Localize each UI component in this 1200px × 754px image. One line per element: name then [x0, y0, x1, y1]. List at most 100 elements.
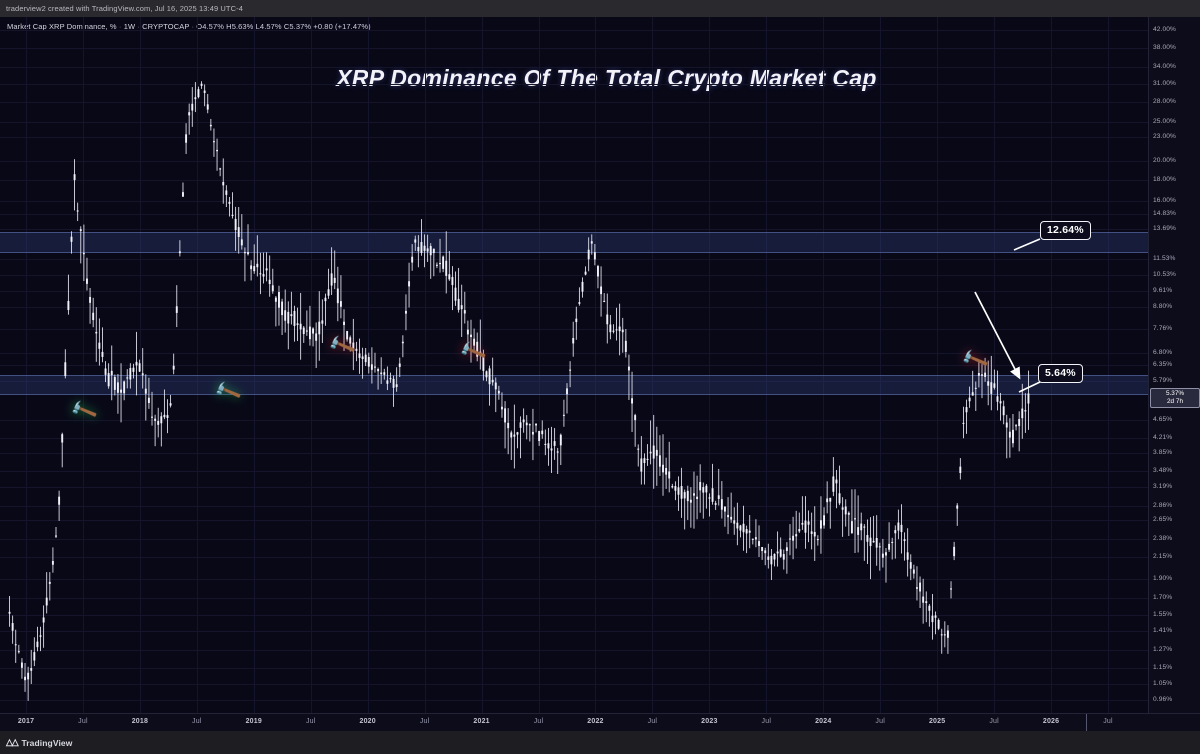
vertical-gridline: [709, 17, 710, 713]
resistance-label-upper[interactable]: 12.64%: [1040, 221, 1091, 240]
price-tick: 1.15%: [1153, 663, 1173, 671]
vertical-gridline: [823, 17, 824, 713]
horizontal-gridline: [0, 381, 1148, 382]
tradingview-mark-icon: △△: [6, 737, 19, 747]
price-tick: 42.00%: [1153, 26, 1176, 33]
price-tick: 2.38%: [1153, 534, 1173, 542]
time-tick[interactable]: 2022: [587, 718, 604, 725]
horizontal-gridline: [0, 650, 1148, 651]
time-scale[interactable]: 2017 Jul 2018 Jul 2019 Jul 2020 Jul 2021 Jul 2022 J…: [0, 713, 1200, 732]
vertical-gridline: [197, 17, 198, 713]
horizontal-gridline: [0, 67, 1148, 68]
horizontal-gridline: [0, 307, 1148, 308]
tradingview-brand-label: TradingView: [21, 737, 73, 748]
resistance-band-upper: [0, 232, 1148, 254]
vertical-gridline: [254, 17, 255, 713]
horizontal-gridline: [0, 684, 1148, 685]
legend-close: C5.37%: [283, 22, 312, 31]
time-tick[interactable]: Jul: [192, 718, 202, 725]
time-tick[interactable]: Jul: [305, 718, 316, 725]
attribution-bar: traderview2 created with TradingView.com…: [0, 0, 1200, 17]
legend-low: L4.57%: [255, 22, 282, 31]
time-tick[interactable]: Jul: [989, 718, 999, 725]
price-tick: 31.00%: [1153, 79, 1176, 87]
price-tick: 16.00%: [1153, 197, 1176, 204]
horizontal-gridline: [0, 438, 1148, 439]
time-tick[interactable]: 2017: [17, 718, 35, 725]
price-tick: 0.96%: [1153, 695, 1173, 703]
price-tick: 1.90%: [1153, 574, 1173, 582]
price-tick: 3.19%: [1153, 482, 1173, 490]
horizontal-gridline: [0, 557, 1148, 558]
price-tick: 1.05%: [1153, 679, 1173, 687]
price-tick: 1.27%: [1153, 645, 1173, 653]
price-tick: 3.48%: [1153, 467, 1173, 475]
vertical-gridline: [311, 17, 312, 713]
legend-interval[interactable]: 1W: [123, 22, 136, 31]
time-tick[interactable]: 2019: [245, 718, 262, 725]
tradingview-logo[interactable]: △△ TradingView: [6, 737, 72, 748]
price-tick: 6.35%: [1153, 360, 1173, 368]
bar-countdown: 2d 7h: [1167, 398, 1183, 405]
price-tick: 34.00%: [1153, 63, 1176, 71]
price-tick: 10.53%: [1153, 271, 1176, 279]
horizontal-gridline: [0, 30, 1148, 31]
legend-symbol[interactable]: Market Cap XRP Dominance, %: [7, 22, 117, 31]
current-price-badge[interactable]: 5.37% 2d 7h: [1150, 388, 1200, 408]
time-tick[interactable]: 2025: [928, 718, 946, 725]
price-tick: 1.55%: [1153, 610, 1173, 618]
time-tick[interactable]: Jul: [875, 718, 885, 725]
time-tick[interactable]: 2026: [1042, 718, 1060, 725]
horizontal-gridline: [0, 420, 1148, 421]
time-tick[interactable]: Jul: [533, 718, 544, 725]
resistance-label-lower[interactable]: 5.64%: [1038, 364, 1083, 383]
vertical-gridline: [595, 17, 596, 713]
time-tick[interactable]: Jul: [78, 718, 88, 725]
horizontal-gridline: [0, 201, 1148, 202]
time-tick[interactable]: Jul: [647, 718, 658, 725]
time-tick[interactable]: 2021: [473, 718, 490, 725]
price-tick: 28.00%: [1153, 97, 1176, 105]
price-tick: 23.00%: [1153, 132, 1176, 140]
horizontal-gridline: [0, 539, 1148, 540]
time-tick[interactable]: Jul: [419, 718, 430, 725]
horizontal-gridline: [0, 668, 1148, 669]
horizontal-gridline: [0, 259, 1148, 260]
horizontal-gridline: [0, 275, 1148, 276]
horizontal-gridline: [0, 84, 1148, 85]
price-tick: 1.70%: [1153, 594, 1173, 602]
chart-legend[interactable]: Market Cap XRP Dominance, % · 1W · CRYPT…: [7, 22, 371, 31]
vertical-gridline: [937, 17, 938, 713]
vertical-gridline: [652, 17, 653, 713]
horizontal-gridline: [0, 353, 1148, 354]
horizontal-gridline: [0, 229, 1148, 230]
chart-pane[interactable]: Market Cap XRP Dominance, % · 1W · CRYPT…: [0, 17, 1148, 713]
legend-change: +0.80 (+17.47%): [313, 22, 371, 31]
price-tick: 2.65%: [1153, 515, 1173, 523]
horizontal-gridline: [0, 631, 1148, 632]
price-scale[interactable]: 42.00% 38.00% 34.00% 31.00% 28.00% 25.00% 23.0…: [1148, 17, 1200, 720]
legend-separator-2: ·: [137, 22, 140, 31]
time-tick[interactable]: Jul: [761, 718, 772, 725]
legend-exchange[interactable]: CRYPTOCAP: [142, 22, 190, 31]
time-tick[interactable]: 2020: [359, 718, 376, 725]
price-tick: 4.65%: [1153, 415, 1173, 423]
time-tick[interactable]: 2024: [815, 718, 832, 725]
legend-open: O4.57%: [196, 22, 224, 31]
price-tick: 2.15%: [1153, 552, 1173, 560]
horizontal-gridline: [0, 329, 1148, 330]
price-tick: 1.41%: [1153, 627, 1173, 635]
price-tick: 38.00%: [1153, 43, 1176, 51]
time-tick[interactable]: 2018: [131, 718, 149, 725]
horizontal-gridline: [0, 161, 1148, 162]
time-tick[interactable]: 2023: [701, 718, 718, 725]
price-tick: 4.21%: [1153, 433, 1173, 441]
time-tick[interactable]: Jul: [1103, 718, 1113, 725]
candlestick-series[interactable]: [0, 17, 1148, 713]
resistance-band-lower: [0, 374, 1148, 396]
price-tick: 5.79%: [1153, 377, 1173, 385]
price-tick: 6.80%: [1153, 348, 1173, 356]
price-tick: 2.86%: [1153, 502, 1173, 510]
price-tick: 7.76%: [1153, 325, 1173, 333]
